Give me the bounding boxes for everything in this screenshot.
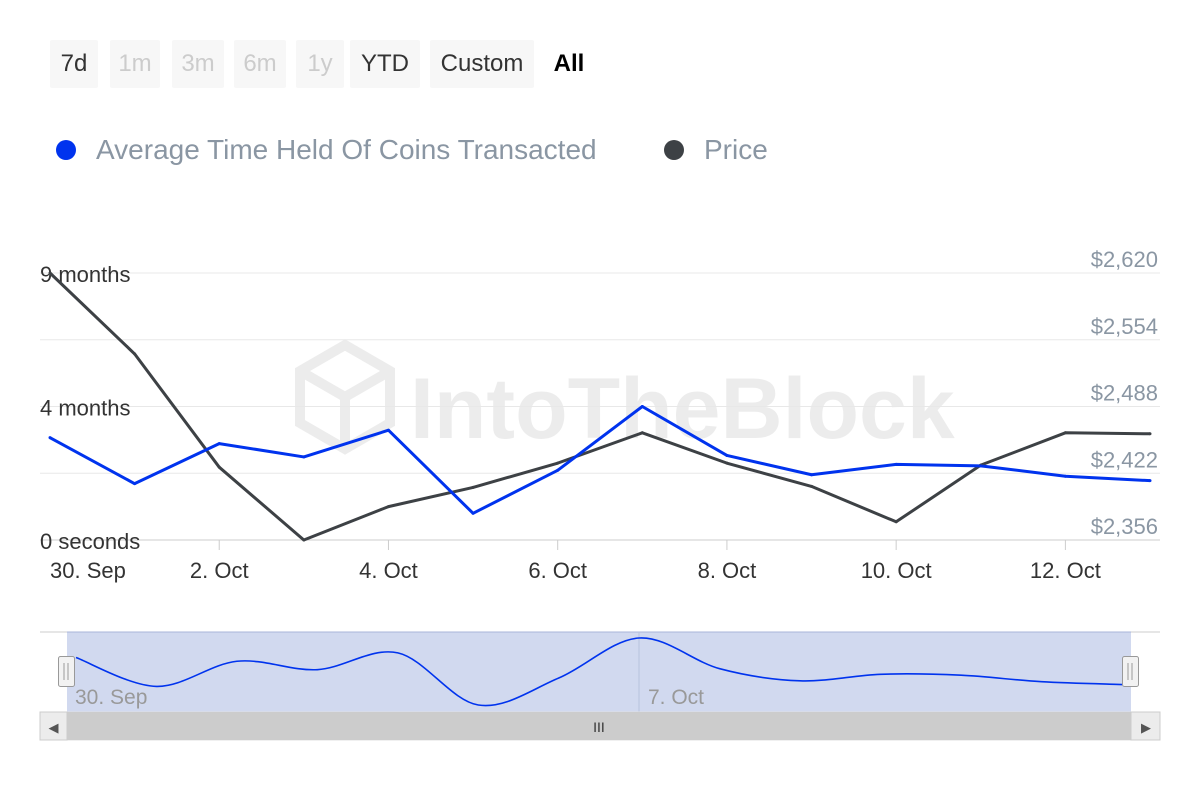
x-tick-label-0: 30. Sep: [50, 558, 126, 583]
y-right-tick-label-1: $2,422: [1091, 447, 1158, 472]
scrollbar-thumb[interactable]: [67, 712, 1131, 740]
watermark-text: IntoTheBlock: [410, 361, 955, 457]
scrollbar: ◀ III ▶: [39, 711, 1161, 741]
range-ytd-button[interactable]: YTD: [350, 40, 420, 88]
price-point-12: [1063, 431, 1067, 435]
x-tick-label-3: 6. Oct: [528, 558, 587, 583]
navigator: 30. Sep 7. Oct: [40, 631, 1160, 712]
series-line-avg-time: [49, 405, 1151, 515]
avg-time-point-4: [386, 428, 390, 432]
price-point-10: [894, 520, 898, 524]
scrollbar-right-button[interactable]: [1130, 711, 1161, 741]
avg-time-point-10: [894, 462, 898, 466]
legend-item-price[interactable]: Price: [664, 128, 768, 172]
price-point-4: [386, 505, 390, 509]
range-7d-button[interactable]: 7d: [50, 40, 98, 88]
price-point-9: [810, 484, 814, 488]
price-point-5: [471, 485, 475, 489]
avg-time-point-5: [471, 511, 475, 515]
navigator-label-1: 7. Oct: [648, 686, 704, 709]
avg-time-point-13: [1148, 479, 1152, 483]
y-right-tick-label-0: $2,356: [1091, 514, 1158, 539]
x-tick-label-6: 12. Oct: [1030, 558, 1101, 583]
scroll-left-arrow-icon: ◀: [49, 720, 59, 735]
navigator-label-0: 30. Sep: [75, 686, 147, 709]
navigator-selected-range[interactable]: [67, 632, 1131, 712]
series-line-price: [48, 271, 1151, 542]
avg-time-point-9: [810, 473, 814, 477]
price-point-2: [217, 465, 221, 469]
x-axis: 30. Sep 2. Oct 4. Oct 6. Oct 8. Oct 10. Oct 12…: [50, 540, 1101, 583]
legend-label-avg-time: Average Time Held Of Coins Transacted: [96, 134, 597, 165]
legend-label-price: Price: [704, 134, 768, 165]
price-point-0: [48, 271, 52, 275]
price-point-6: [556, 461, 560, 465]
avg-time-point-7: [640, 405, 644, 408]
range-custom-button[interactable]: Custom: [430, 40, 534, 88]
avg-time-point-8: [725, 453, 729, 457]
range-1y-button[interactable]: 1y: [296, 40, 344, 88]
range-1m-button[interactable]: 1m: [110, 40, 160, 88]
price-point-1: [133, 352, 137, 356]
y-right-tick-label-4: $2,620: [1091, 247, 1158, 272]
navigator-handle-right[interactable]: [1122, 656, 1139, 687]
x-tick-label-1: 2. Oct: [190, 558, 249, 583]
price-point-13: [1148, 432, 1152, 436]
x-tick-label-4: 8. Oct: [698, 558, 757, 583]
series-lines: [48, 271, 1152, 542]
y-right-tick-label-2: $2,488: [1091, 381, 1158, 406]
avg-time-point-11: [979, 464, 983, 468]
watermark-logo-icon: [295, 339, 395, 455]
price-point-8: [725, 461, 729, 465]
navigator-handle-left[interactable]: [58, 656, 75, 687]
x-tick-label-5: 10. Oct: [861, 558, 932, 583]
y-left-tick-label-2: 9 months: [40, 262, 131, 287]
y-left-tick-label-0: 0 seconds: [40, 529, 140, 554]
scrollbar-grip-icon: III: [593, 719, 605, 735]
price-point-7: [640, 431, 644, 435]
legend-dot-price: [664, 140, 684, 160]
y-left-tick-label-1: 4 months: [40, 396, 131, 421]
grid-lines: [40, 272, 1160, 541]
price-point-3: [302, 538, 306, 542]
legend-dot-avg-time: [56, 140, 76, 160]
legend-item-avg-time[interactable]: Average Time Held Of Coins Transacted: [56, 128, 597, 172]
avg-time-point-6: [556, 468, 560, 472]
avg-time-point-3: [302, 455, 306, 459]
range-6m-button[interactable]: 6m: [234, 40, 286, 88]
avg-time-point-1: [133, 482, 137, 486]
x-tick-label-2: 4. Oct: [359, 558, 418, 583]
navigator-series-line: [75, 637, 1123, 707]
scroll-right-arrow-icon: ▶: [1141, 720, 1151, 735]
y-axis-right: $2,356 $2,422 $2,488 $2,554 $2,620: [1091, 247, 1158, 539]
y-axis-left: 0 seconds 4 months 9 months: [40, 262, 140, 554]
range-3m-button[interactable]: 3m: [172, 40, 224, 88]
watermark: IntoTheBlock: [295, 339, 955, 457]
avg-time-point-2: [217, 442, 221, 446]
avg-time-point-0: [48, 436, 52, 440]
scrollbar-left-button[interactable]: [39, 711, 68, 741]
avg-time-point-12: [1063, 474, 1067, 478]
range-all-button[interactable]: All: [544, 40, 594, 88]
y-right-tick-label-3: $2,554: [1091, 314, 1158, 339]
